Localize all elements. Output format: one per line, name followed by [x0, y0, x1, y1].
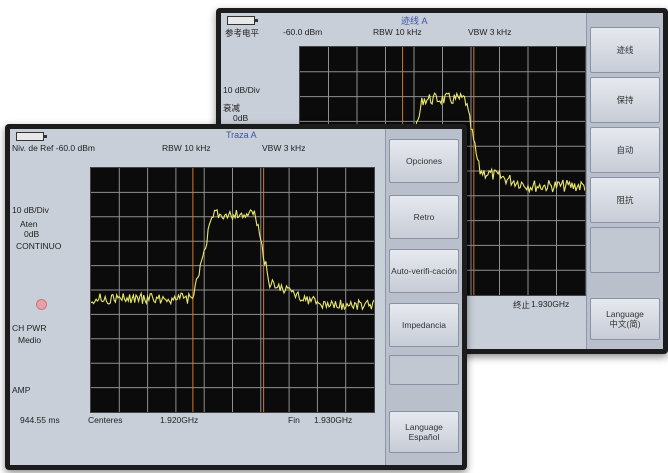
front-scale: 10 dB/Div: [12, 205, 49, 215]
front-softkey-5[interactable]: [389, 355, 459, 385]
front-vbw: VBW 3 kHz: [262, 143, 306, 153]
front-softkey-options[interactable]: Opciones: [389, 139, 459, 183]
back-softkey-4[interactable]: 阻抗: [590, 177, 660, 223]
back-stop-freq: 1.930GHz: [531, 299, 570, 309]
front-softkey-auto-verify[interactable]: Auto-verifi-cación: [389, 249, 459, 293]
front-softkey-retro[interactable]: Retro: [389, 195, 459, 239]
front-sweep-mode: CONTINUO: [16, 241, 62, 251]
front-amp: AMP: [12, 385, 31, 395]
back-softkey-1[interactable]: 迹线: [590, 27, 660, 73]
front-atten-value: 0dB: [24, 229, 40, 239]
back-stop-label: 终止: [513, 300, 531, 310]
back-rbw: RBW 10 kHz: [373, 27, 422, 37]
front-sweep-time: 944.55 ms: [20, 415, 60, 425]
back-softkey-2[interactable]: 保持: [590, 77, 660, 123]
front-softkey-impedance[interactable]: Impedancia: [389, 303, 459, 347]
front-header: Niv. de Ref -60.0 dBm RBW 10 kHz VBW 3 k…: [12, 143, 384, 156]
front-ref-level: Niv. de Ref -60.0 dBm: [12, 143, 95, 153]
marker-dot-icon: [36, 299, 47, 310]
back-ref-level-value: -60.0 dBm: [283, 27, 323, 37]
front-center-label: Centeres: [88, 415, 123, 425]
spectrum-trace: [91, 208, 374, 311]
front-atten-label: Aten: [20, 219, 38, 229]
back-scale: 10 dB/Div: [223, 85, 260, 95]
front-analyzer-screen: Traza A Niv. de Ref -60.0 dBm RBW 10 kHz…: [10, 129, 462, 465]
back-softkey-panel: 迹线 保持 自动 阻抗 Language 中文(简): [586, 13, 663, 349]
front-spectrum-plot[interactable]: [90, 167, 375, 413]
back-atten-label: 衰减: [223, 103, 241, 113]
back-trace-title: 迹线 A: [401, 16, 428, 26]
back-softkey-3[interactable]: 自动: [590, 127, 660, 173]
back-status-bar: 迹线 A: [221, 13, 663, 27]
battery-icon: [16, 132, 47, 141]
back-ref-level-label: 参考电平: [225, 28, 260, 38]
front-trace-title: Traza A: [226, 130, 257, 140]
front-stop-label: Fin: [288, 415, 300, 425]
front-stop-freq: 1.930GHz: [314, 415, 353, 425]
front-softkey-panel: Opciones Retro Auto-verifi-cación Impeda…: [385, 129, 462, 465]
front-ch-pwr-mode: Medio: [18, 335, 42, 345]
battery-icon: [227, 16, 258, 25]
back-vbw: VBW 3 kHz: [468, 27, 512, 37]
front-ch-pwr: CH PWR: [12, 323, 47, 333]
front-center-freq: 1.920GHz: [160, 415, 199, 425]
front-rbw: RBW 10 kHz: [162, 143, 211, 153]
front-spectrum-svg: [91, 168, 374, 412]
front-analyzer-device: Traza A Niv. de Ref -60.0 dBm RBW 10 kHz…: [5, 124, 467, 470]
back-header: 参考电平 -60.0 dBm RBW 10 kHz VBW 3 kHz: [223, 27, 581, 40]
back-softkey-5[interactable]: [590, 227, 660, 273]
back-atten-value: 0dB: [233, 113, 249, 123]
front-status-bar: Traza A: [10, 129, 462, 143]
back-language-softkey[interactable]: Language 中文(简): [590, 298, 660, 340]
front-language-softkey[interactable]: Language Español: [389, 411, 459, 453]
